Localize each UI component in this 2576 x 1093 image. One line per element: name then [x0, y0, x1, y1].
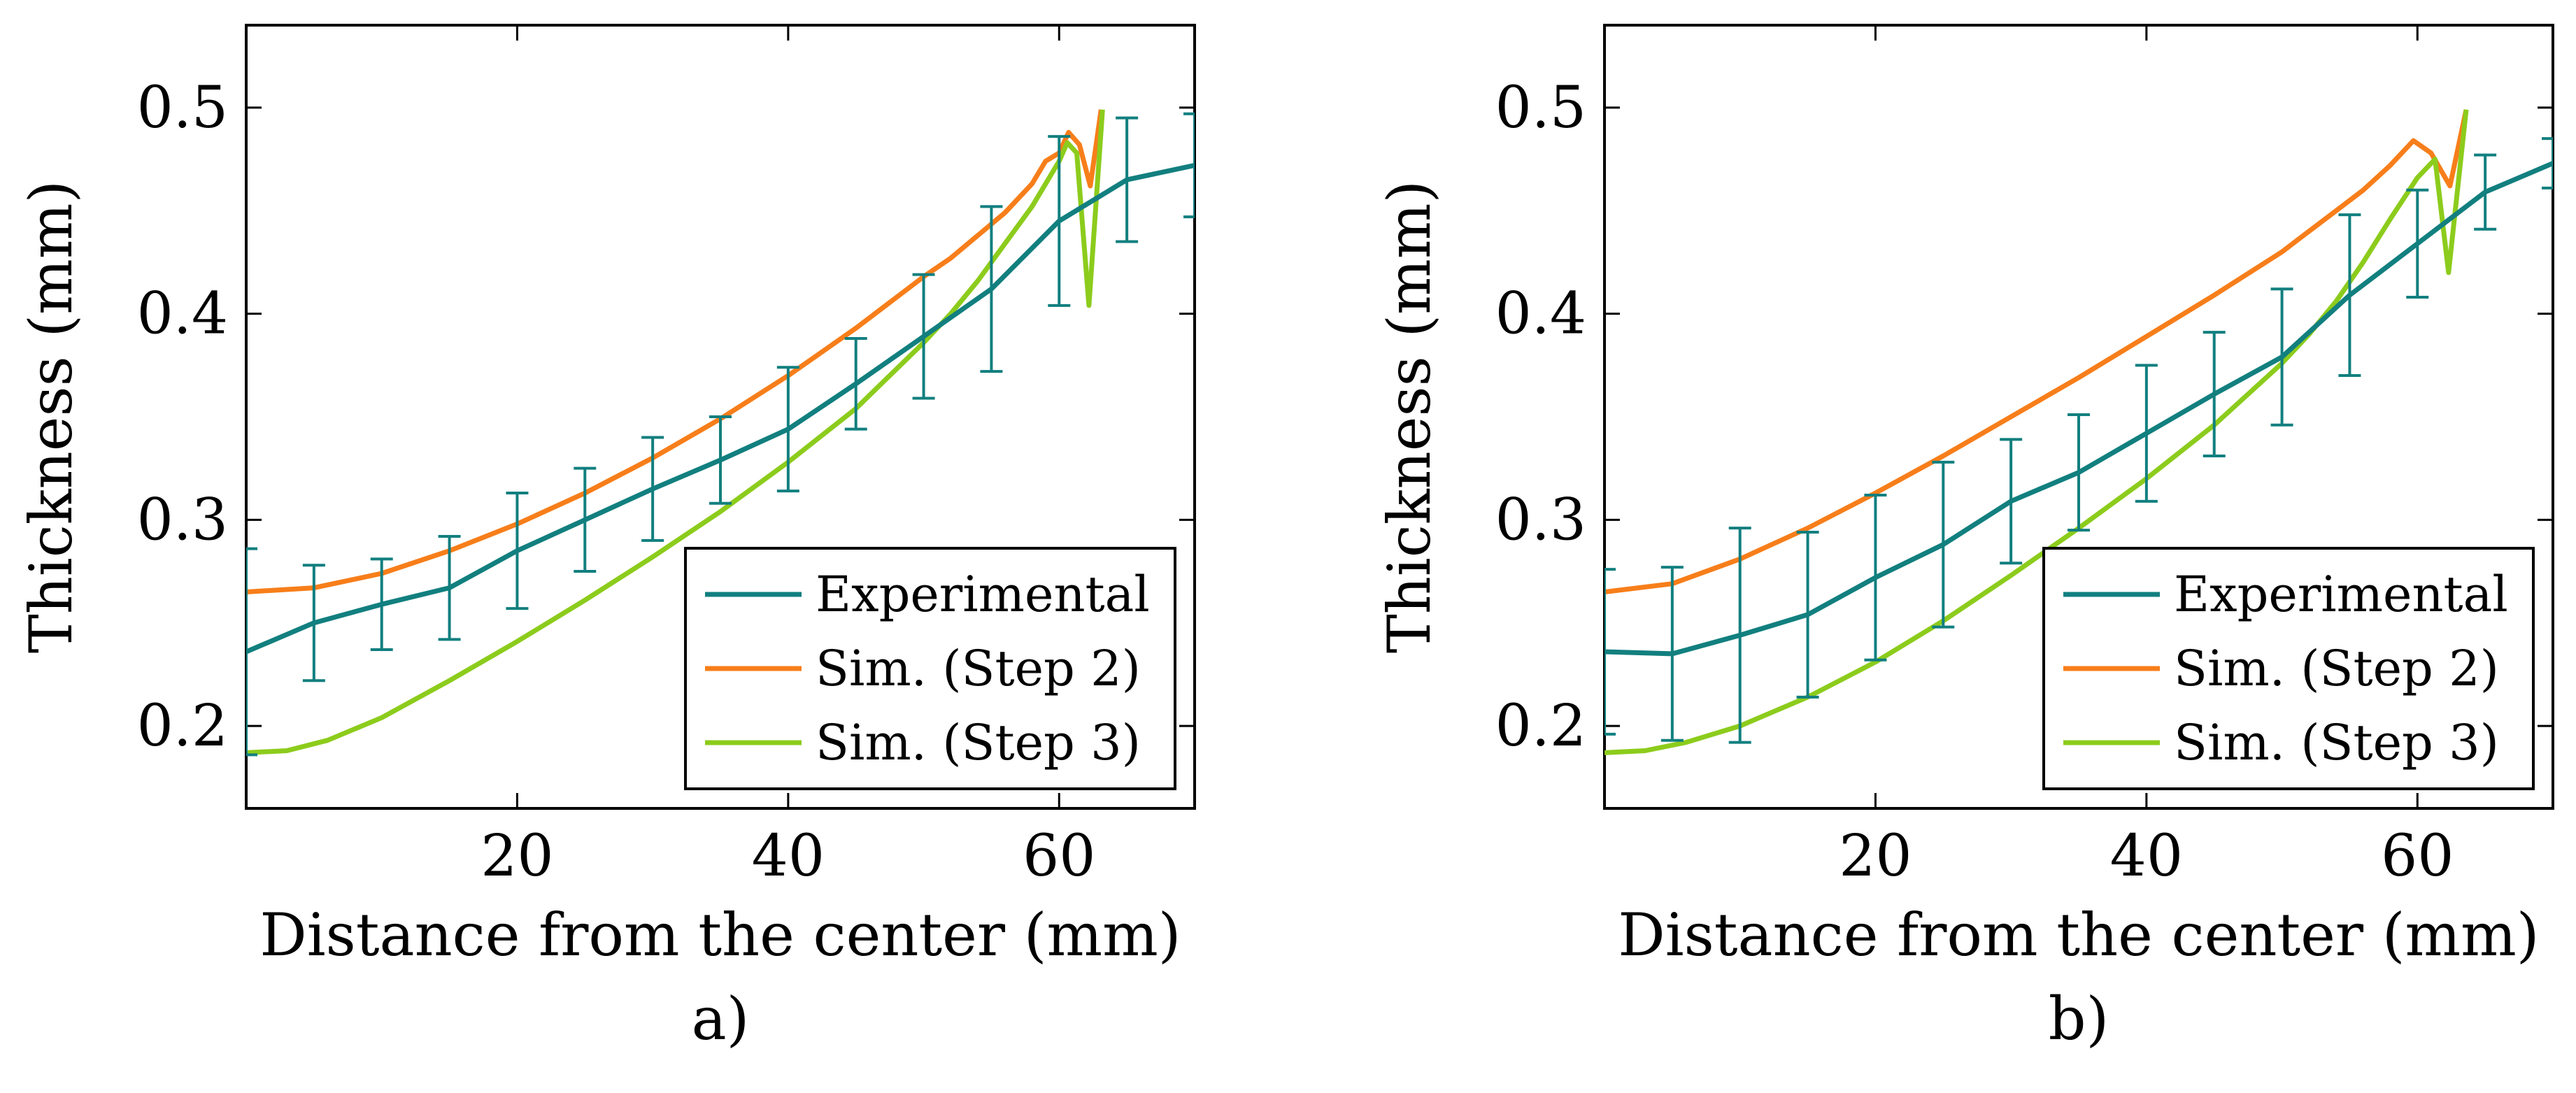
- error-bar: [2270, 287, 2293, 427]
- error-bar: [2338, 213, 2361, 378]
- y-tick-label: 0.5: [1495, 75, 1586, 141]
- plot-area: [246, 109, 1195, 757]
- y-tick-label: 0.3: [1495, 487, 1586, 553]
- error-bar: [506, 492, 529, 610]
- error-bar: [2406, 188, 2429, 299]
- plot-area: [1604, 109, 2553, 755]
- error-bar: [709, 415, 732, 505]
- error-bar: [2474, 153, 2497, 231]
- legend-label-step2: Sim. (Step 2): [816, 640, 1141, 697]
- x-axis-label: Distance from the center (mm): [1618, 901, 2539, 969]
- chart-panel-a: 20 40 60 0.2 0.3 0.4 0.5 Distance from the cent…: [17, 24, 1196, 1053]
- plot-frame: [245, 24, 1196, 810]
- series-line-step3: [1604, 109, 2469, 755]
- series-line-step3: [246, 109, 1105, 755]
- x-tick-label: 20: [481, 823, 553, 890]
- panel-label: a): [692, 985, 750, 1053]
- error-bar: [980, 205, 1003, 373]
- x-tick-label: 40: [752, 823, 825, 890]
- error-bar: [1796, 531, 1819, 699]
- error-bar: [912, 273, 935, 400]
- y-tick-label: 0.3: [137, 487, 228, 553]
- x-tick-label: 20: [1839, 823, 1912, 890]
- legend-label-step3: Sim. (Step 3): [2174, 714, 2499, 771]
- panel-label: b): [2049, 985, 2109, 1053]
- error-bar: [438, 534, 461, 641]
- legend-label-experimental: Experimental: [816, 566, 1150, 623]
- error-bar: [2068, 413, 2090, 532]
- error-bar: [370, 557, 393, 652]
- error-bar: [246, 547, 257, 757]
- error-bar: [1932, 460, 1955, 629]
- plot-frame: [1603, 24, 2554, 810]
- error-bar: [641, 436, 664, 542]
- legend: Experimental Sim. (Step 2) Sim. (Step 3): [684, 547, 1176, 790]
- error-bar: [844, 337, 867, 431]
- x-tick-label: 60: [2381, 823, 2454, 890]
- y-tick-label: 0.4: [137, 281, 228, 348]
- y-tick-label: 0.4: [1495, 281, 1586, 348]
- error-bar: [2203, 331, 2226, 457]
- error-bar: [574, 466, 597, 573]
- chart-panel-b: 20 40 60 0.2 0.3 0.4 0.5 Distance from the cent…: [1375, 24, 2554, 1053]
- legend-label-experimental: Experimental: [2174, 566, 2508, 623]
- y-tick-label: 0.5: [137, 75, 228, 141]
- error-bar: [2542, 137, 2553, 190]
- y-axis-label: Thickness (mm): [1375, 180, 1444, 654]
- legend-label-step3: Sim. (Step 3): [816, 714, 1141, 771]
- error-bar: [1183, 112, 1195, 219]
- x-axis-label: Distance from the center (mm): [259, 901, 1181, 969]
- series-line-step2: [246, 109, 1104, 594]
- error-bar: [1604, 568, 1616, 736]
- error-bar: [2000, 438, 2023, 565]
- series-line-step2: [1604, 109, 2469, 594]
- x-tick-label: 40: [2110, 823, 2183, 890]
- y-tick-label: 0.2: [1495, 693, 1586, 759]
- error-bar: [2135, 364, 2158, 503]
- legend: Experimental Sim. (Step 2) Sim. (Step 3): [2042, 547, 2535, 790]
- y-axis-label: Thickness (mm): [17, 180, 85, 654]
- legend-label-step2: Sim. (Step 2): [2174, 640, 2499, 697]
- error-bar: [1116, 116, 1139, 243]
- error-bar: [1660, 566, 1684, 742]
- error-bar: [1864, 494, 1887, 662]
- error-bar: [302, 564, 325, 683]
- error-bar: [1048, 135, 1071, 307]
- y-tick-label: 0.2: [137, 693, 228, 759]
- error-bar: [1728, 527, 1751, 744]
- error-bar: [776, 366, 799, 493]
- x-tick-label: 60: [1023, 823, 1095, 890]
